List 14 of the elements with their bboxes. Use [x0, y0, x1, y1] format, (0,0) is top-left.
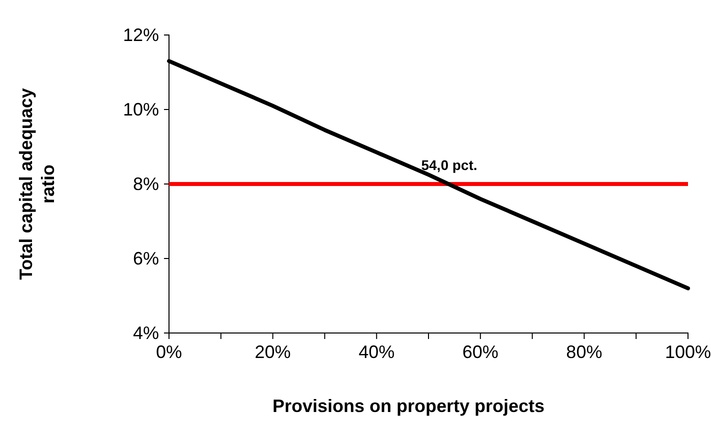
x-tick-label: 80%: [566, 342, 602, 362]
y-tick-label: 4%: [132, 322, 159, 343]
x-tick-label: 60%: [462, 342, 498, 362]
y-tick-label: 12%: [122, 24, 159, 45]
y-axis-title: Total capital adequacy ratio: [16, 88, 58, 280]
y-tick-label: 6%: [132, 248, 159, 268]
annotation: 54,0 pct.: [421, 157, 478, 173]
x-tick-label: 0%: [156, 342, 182, 362]
x-tick-label: 40%: [358, 342, 395, 362]
x-axis-title: Provisions on property projects: [272, 396, 545, 416]
x-tick-label: 100%: [664, 342, 711, 362]
x-tick-label: 20%: [254, 342, 291, 362]
y-tick-label: 10%: [122, 99, 159, 120]
y-tick-label: 8%: [132, 174, 159, 194]
